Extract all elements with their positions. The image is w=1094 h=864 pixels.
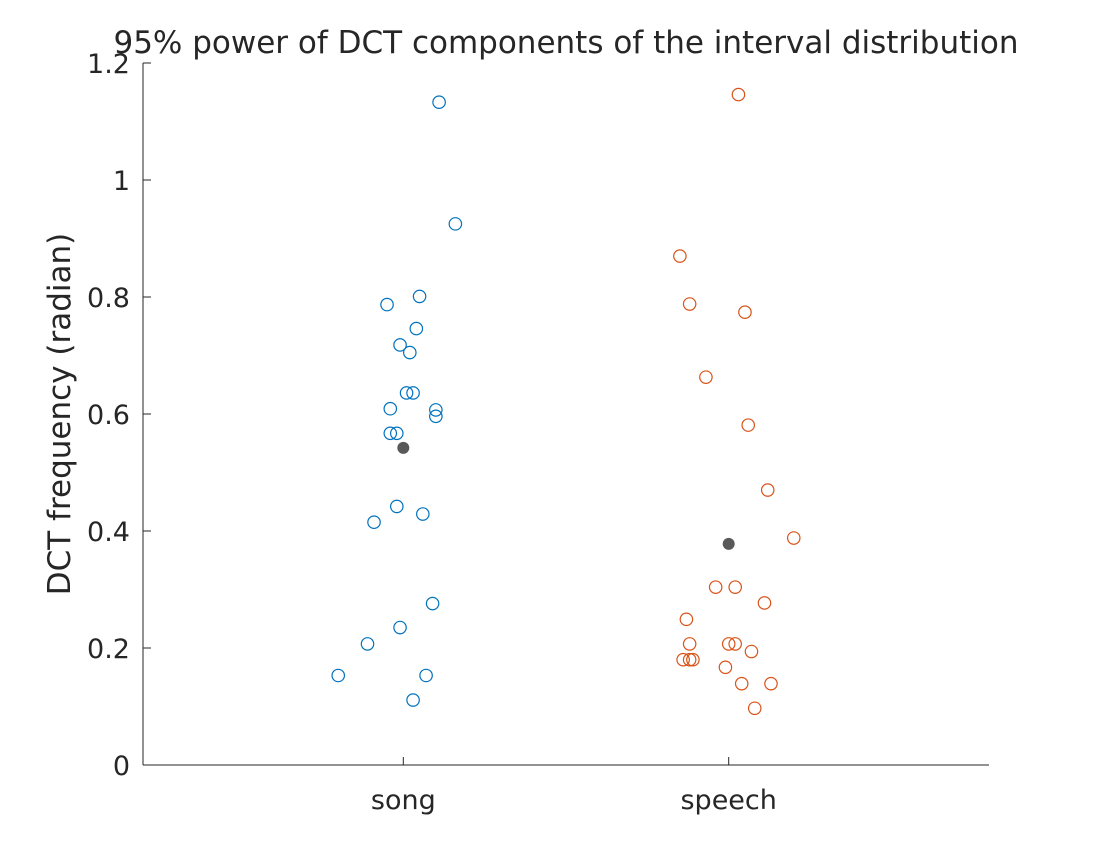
data-point-speech [682,297,697,311]
data-point-song [389,499,404,514]
data-point-speech [721,637,736,651]
data-point-song [425,596,440,611]
data-point-song [360,637,375,651]
mean-marker-song [397,441,410,454]
data-point-speech [728,637,742,651]
data-point-song [403,345,417,360]
data-point-speech [708,580,723,594]
data-point-speech [718,660,733,675]
data-point-song [383,426,398,441]
chart-title: 95% power of DCT components of the inter… [113,25,1018,61]
data-point-speech [738,305,752,320]
y-tick-label: 1.2 [87,49,130,80]
data-point-song [412,289,427,304]
data-point-song [406,693,420,707]
data-point-song [416,507,430,521]
data-point-song [393,338,407,352]
data-point-speech [679,612,694,627]
data-point-speech [734,676,749,691]
data-points [331,87,801,716]
y-tick-label: 0.2 [87,634,130,665]
mean-marker-speech [722,537,735,550]
x-tick-label-speech: speech [680,785,776,816]
data-point-speech [757,596,772,610]
data-point-song [380,297,394,312]
y-tick-label: 0.4 [87,517,130,548]
data-point-speech [760,483,775,497]
y-tick-label: 0 [113,751,130,782]
data-point-song [383,401,398,416]
data-point-song [429,403,443,417]
y-axis-label: DCT frequency (radian) [42,233,78,596]
data-point-speech [764,676,778,691]
y-tick-label: 1 [113,166,130,197]
data-point-song [389,426,404,441]
axes [142,62,989,766]
data-point-speech [682,652,697,667]
data-point-song [432,95,446,109]
data-point-speech [728,580,742,594]
data-point-speech [731,87,746,102]
data-point-song [406,386,420,400]
tick-labels: 0 0.2 0.4 0.6 0.8 1 1.2 song speech [87,49,777,816]
data-point-song [399,386,414,400]
data-point-speech [673,249,687,263]
data-point-speech [786,531,801,545]
data-point-song [367,515,381,530]
data-point-speech [747,701,762,716]
data-point-speech [686,652,700,667]
data-point-song [419,668,433,683]
data-point-speech [699,370,713,384]
data-point-speech [676,652,690,667]
data-point-song [429,409,443,424]
data-point-song [409,321,424,336]
data-point-song [448,217,463,231]
data-point-speech [744,644,759,659]
y-tick-label: 0.6 [87,400,130,431]
y-tick-label: 0.8 [87,283,130,314]
data-point-song [331,668,346,683]
x-tick-label-song: song [371,785,436,816]
data-point-speech [682,637,697,651]
data-point-speech [741,418,756,432]
data-point-song [393,620,407,635]
